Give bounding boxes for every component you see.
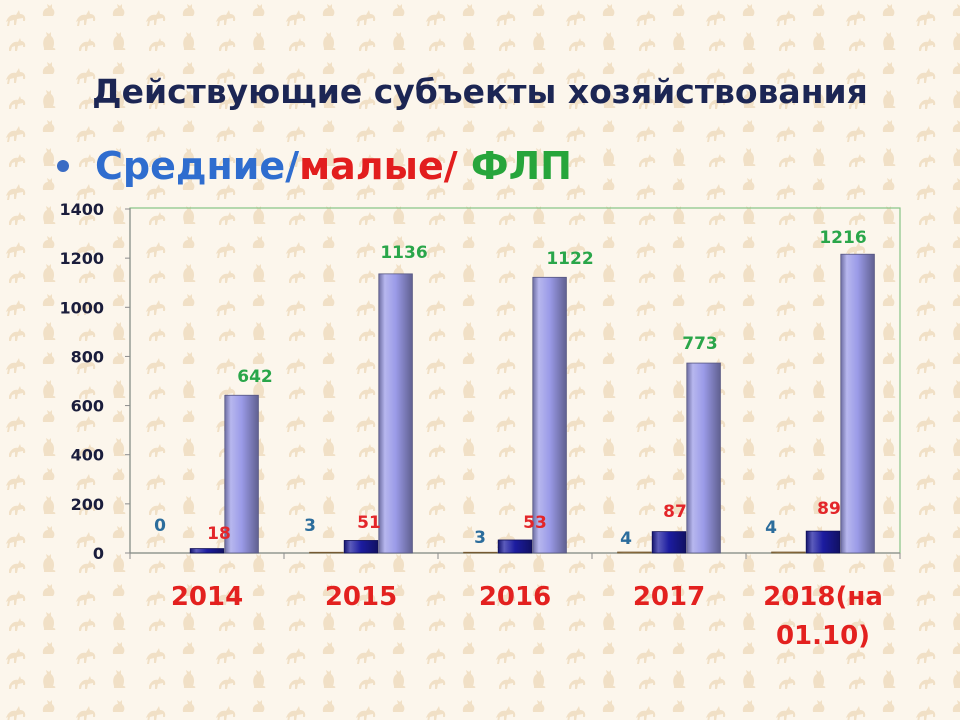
bullet-line: Средние/малые/ ФЛП (95, 142, 572, 190)
bullet-text-flp: ФЛП (457, 144, 572, 188)
bullet-text-medium: Средние/ (95, 144, 300, 188)
bullet-text-small: малые/ (299, 144, 458, 188)
slide-title: Действующие субъекты хозяйствования (92, 72, 868, 111)
bullet-marker (57, 160, 69, 172)
